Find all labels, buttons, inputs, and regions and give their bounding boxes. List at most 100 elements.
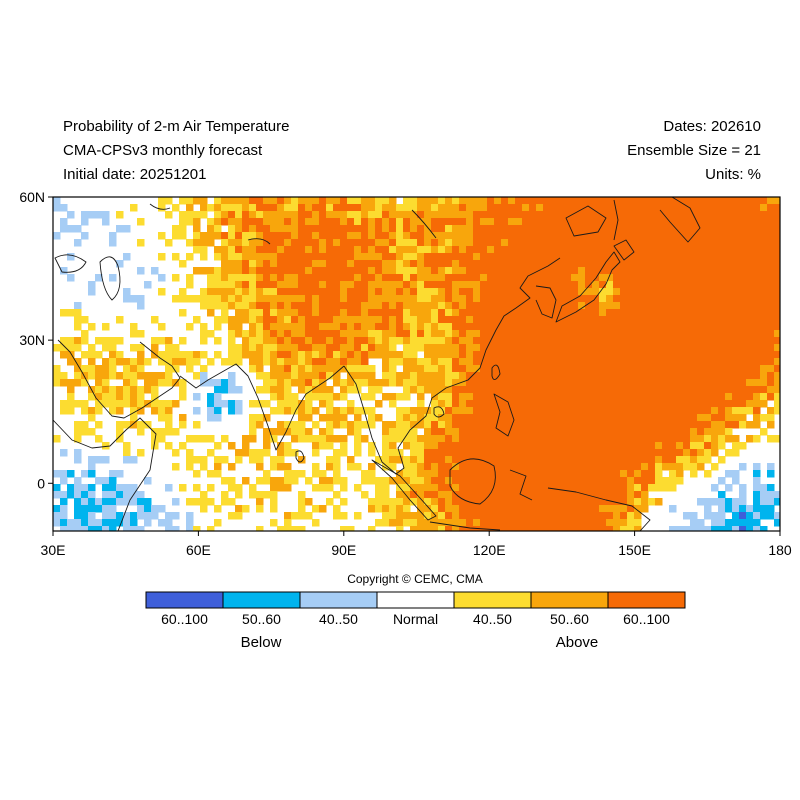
field-cell (74, 323, 82, 331)
field-cell (375, 218, 383, 226)
field-cell (466, 218, 474, 226)
field-cell (487, 442, 495, 450)
field-cell (200, 491, 208, 499)
field-cell (403, 323, 411, 331)
field-cell (417, 330, 425, 338)
field-cell (662, 218, 670, 226)
field-cell (578, 449, 586, 457)
field-cell (396, 281, 404, 289)
field-cell (60, 505, 68, 513)
field-cell (249, 428, 257, 436)
field-cell (711, 337, 719, 345)
field-cell (655, 351, 663, 359)
field-cell (130, 295, 138, 303)
field-cell (669, 442, 677, 450)
field-cell (340, 351, 348, 359)
field-cell (263, 309, 271, 317)
field-cell (459, 246, 467, 254)
field-cell (228, 400, 236, 408)
field-cell (487, 225, 495, 233)
field-cell (445, 484, 453, 492)
field-cell (368, 323, 376, 331)
field-cell (270, 477, 278, 485)
field-cell (732, 470, 740, 478)
field-cell (550, 232, 558, 240)
field-cell (697, 204, 705, 212)
field-cell (732, 281, 740, 289)
field-cell (732, 218, 740, 226)
field-cell (767, 316, 775, 324)
field-cell (466, 512, 474, 520)
field-cell (326, 295, 334, 303)
field-cell (431, 302, 439, 310)
field-cell (578, 463, 586, 471)
field-cell (88, 281, 96, 289)
field-cell (564, 204, 572, 212)
field-cell (767, 295, 775, 303)
field-cell (557, 253, 565, 261)
field-cell (109, 505, 117, 513)
field-cell (641, 323, 649, 331)
field-cell (634, 407, 642, 415)
field-cell (767, 232, 775, 240)
field-cell (760, 295, 768, 303)
field-cell (669, 393, 677, 401)
field-cell (480, 351, 488, 359)
field-cell (312, 211, 320, 219)
field-cell (473, 358, 481, 366)
field-cell (536, 288, 544, 296)
field-cell (613, 512, 621, 520)
field-cell (571, 386, 579, 394)
field-cell (515, 239, 523, 247)
coastline-black-sea (54, 254, 87, 273)
field-cell (466, 505, 474, 513)
field-cell (207, 393, 215, 401)
field-cell (235, 484, 243, 492)
field-cell (452, 274, 460, 282)
coastline-new-guinea (547, 487, 651, 531)
field-cell (417, 470, 425, 478)
field-cell (305, 379, 313, 387)
field-cell (200, 323, 208, 331)
field-cell (753, 295, 761, 303)
field-cell (557, 197, 565, 205)
field-cell (235, 386, 243, 394)
field-cell (235, 197, 243, 205)
field-cell (214, 232, 222, 240)
field-cell (571, 421, 579, 429)
field-cell (263, 400, 271, 408)
field-cell (214, 400, 222, 408)
field-cell (305, 337, 313, 345)
field-cell (333, 505, 341, 513)
field-cell (74, 379, 82, 387)
field-cell (641, 316, 649, 324)
field-cell (494, 407, 502, 415)
lon-tick-label: 120E (473, 542, 506, 558)
field-cell (200, 365, 208, 373)
field-cell (578, 442, 586, 450)
field-cell (319, 470, 327, 478)
field-cell (270, 302, 278, 310)
field-cell (753, 197, 761, 205)
field-cell (340, 197, 348, 205)
field-cell (410, 302, 418, 310)
field-cell (298, 344, 306, 352)
field-cell (396, 407, 404, 415)
coastline-srilanka (295, 450, 305, 463)
field-cell (459, 260, 467, 268)
field-cell (557, 232, 565, 240)
field-cell (284, 358, 292, 366)
field-cell (193, 358, 201, 366)
field-cell (354, 379, 362, 387)
field-cell (193, 225, 201, 233)
field-cell (480, 421, 488, 429)
field-cell (333, 449, 341, 457)
field-cell (172, 351, 180, 359)
field-cell (305, 295, 313, 303)
field-cell (277, 204, 285, 212)
field-cell (263, 225, 271, 233)
field-cell (634, 309, 642, 317)
field-cell (718, 260, 726, 268)
field-cell (739, 421, 747, 429)
field-cell (333, 295, 341, 303)
